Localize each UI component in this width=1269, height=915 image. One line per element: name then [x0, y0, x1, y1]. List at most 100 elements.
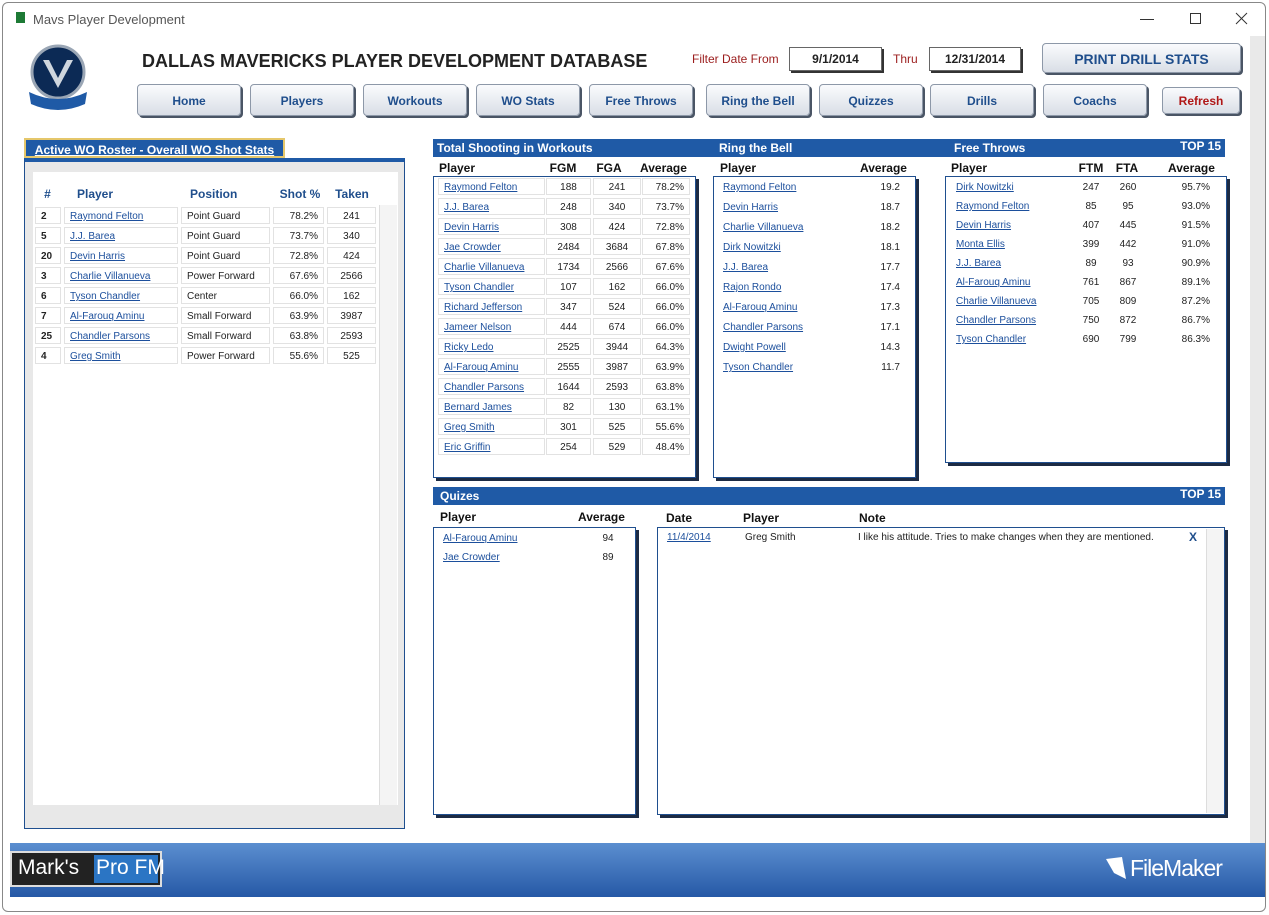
- roster-scrollbar[interactable]: [379, 205, 397, 805]
- table-cell: 347: [546, 298, 591, 315]
- player-link[interactable]: 11/4/2014: [667, 532, 711, 543]
- table-cell: 444: [546, 318, 591, 335]
- table-cell: 66.0%: [642, 278, 690, 295]
- player-link[interactable]: Chandler Parsons: [438, 378, 545, 395]
- maximize-button[interactable]: [1190, 13, 1201, 24]
- player-link[interactable]: Ricky Ledo: [438, 338, 545, 355]
- player-link[interactable]: Tyson Chandler: [438, 278, 545, 295]
- table-cell: 7: [35, 307, 61, 324]
- platform-logo-text: FileMaker: [1130, 855, 1223, 881]
- player-link[interactable]: Chandler Parsons: [64, 327, 178, 344]
- player-link[interactable]: Devin Harris: [723, 202, 779, 213]
- player-link[interactable]: Rajon Rondo: [723, 282, 782, 293]
- nav-button[interactable]: Ring the Bell: [706, 84, 810, 116]
- player-link[interactable]: Jameer Nelson: [438, 318, 545, 335]
- player-link[interactable]: Charlie Villanueva: [956, 296, 1037, 307]
- date-from-field[interactable]: [789, 47, 882, 71]
- table-cell: 86.3%: [1181, 334, 1210, 345]
- player-link[interactable]: Charlie Villanueva: [723, 222, 804, 233]
- nav-button[interactable]: Coachs: [1043, 84, 1147, 116]
- player-link[interactable]: Greg Smith: [64, 347, 178, 364]
- nav-button[interactable]: Drills: [930, 84, 1034, 116]
- player-link[interactable]: Devin Harris: [64, 247, 178, 264]
- table-cell: 162: [327, 287, 376, 304]
- notes-scrollbar[interactable]: [1206, 529, 1224, 813]
- nav-button[interactable]: Quizzes: [819, 84, 923, 116]
- table-cell: 91.5%: [1181, 220, 1210, 231]
- table-cell: 72.8%: [642, 218, 690, 235]
- table-cell: 63.1%: [642, 398, 690, 415]
- table-cell: 867: [1119, 277, 1137, 288]
- table-cell: 188: [546, 178, 591, 195]
- player-link[interactable]: Al-Farouq Aminu: [438, 358, 545, 375]
- table-cell: 2525: [546, 338, 591, 355]
- player-link[interactable]: J.J. Barea: [64, 227, 178, 244]
- roster-tab[interactable]: Active WO Roster - Overall WO Shot Stats: [24, 138, 285, 158]
- table-cell: 107: [546, 278, 591, 295]
- player-link[interactable]: Jae Crowder: [443, 552, 500, 563]
- player-link[interactable]: Eric Griffin: [438, 438, 545, 455]
- refresh-button[interactable]: Refresh: [1162, 87, 1240, 114]
- table-cell: Center: [181, 287, 270, 304]
- column-header: Note: [859, 511, 886, 525]
- player-link[interactable]: Richard Jefferson: [438, 298, 545, 315]
- player-link[interactable]: Al-Farouq Aminu: [64, 307, 178, 324]
- player-link[interactable]: Dirk Nowitzki: [723, 242, 781, 253]
- table-cell: 308: [546, 218, 591, 235]
- player-link[interactable]: Tyson Chandler: [723, 362, 794, 373]
- filter-label: Filter Date From: [692, 52, 779, 66]
- player-link[interactable]: J.J. Barea: [723, 262, 769, 273]
- player-link[interactable]: Monta Ellis: [956, 239, 1005, 250]
- player-link[interactable]: J.J. Barea: [956, 258, 1002, 269]
- table-cell: 1734: [546, 258, 591, 275]
- player-link[interactable]: Tyson Chandler: [64, 287, 178, 304]
- nav-button[interactable]: Players: [250, 84, 354, 116]
- column-header: Shot %: [279, 187, 321, 201]
- player-link[interactable]: Devin Harris: [438, 218, 545, 235]
- table-cell: 3684: [593, 238, 641, 255]
- nav-button[interactable]: Home: [137, 84, 241, 116]
- column-header: Average: [1168, 161, 1215, 175]
- player-link[interactable]: Dirk Nowitzki: [956, 182, 1014, 193]
- player-link[interactable]: Charlie Villanueva: [438, 258, 545, 275]
- player-link[interactable]: Charlie Villanueva: [64, 267, 178, 284]
- player-link[interactable]: Devin Harris: [956, 220, 1012, 231]
- player-link[interactable]: Raymond Felton: [64, 207, 178, 224]
- print-button[interactable]: PRINT DRILL STATS: [1042, 43, 1241, 73]
- player-link[interactable]: Chandler Parsons: [723, 322, 804, 333]
- table-cell: 301: [546, 418, 591, 435]
- player-link[interactable]: Al-Farouq Aminu: [956, 277, 1031, 288]
- player-link[interactable]: Greg Smith: [438, 418, 545, 435]
- close-button[interactable]: [1235, 12, 1248, 25]
- section-badge: TOP 15: [1180, 487, 1221, 501]
- nav-button[interactable]: Free Throws: [589, 84, 693, 116]
- player-link[interactable]: Al-Farouq Aminu: [443, 533, 518, 544]
- player-link[interactable]: Chandler Parsons: [956, 315, 1037, 326]
- table-cell: 63.8%: [273, 327, 324, 344]
- player-link[interactable]: Al-Farouq Aminu: [723, 302, 798, 313]
- player-link[interactable]: Jae Crowder: [438, 238, 545, 255]
- minimize-button[interactable]: [1140, 19, 1154, 20]
- window-gutter: [1250, 36, 1265, 843]
- player-link[interactable]: Raymond Felton: [438, 178, 545, 195]
- delete-note-button[interactable]: X: [1189, 530, 1198, 544]
- table-cell: 705: [1082, 296, 1100, 307]
- nav-button[interactable]: WO Stats: [476, 84, 580, 116]
- player-link[interactable]: Dwight Powell: [723, 342, 786, 353]
- filemaker-logo: [1106, 857, 1126, 879]
- player-link[interactable]: Raymond Felton: [956, 201, 1030, 212]
- table-cell: Greg Smith: [745, 532, 796, 543]
- column-header: Player: [439, 161, 476, 175]
- table-cell: 254: [546, 438, 591, 455]
- roster-list: [33, 172, 398, 805]
- player-link[interactable]: Raymond Felton: [723, 182, 797, 193]
- table-cell: 872: [1119, 315, 1137, 326]
- player-link[interactable]: Bernard James: [438, 398, 545, 415]
- date-thru-field[interactable]: [929, 47, 1021, 71]
- table-cell: 761: [1082, 277, 1100, 288]
- player-link[interactable]: J.J. Barea: [438, 198, 545, 215]
- player-link[interactable]: Tyson Chandler: [956, 334, 1027, 345]
- table-cell: 424: [327, 247, 376, 264]
- nav-button[interactable]: Workouts: [363, 84, 467, 116]
